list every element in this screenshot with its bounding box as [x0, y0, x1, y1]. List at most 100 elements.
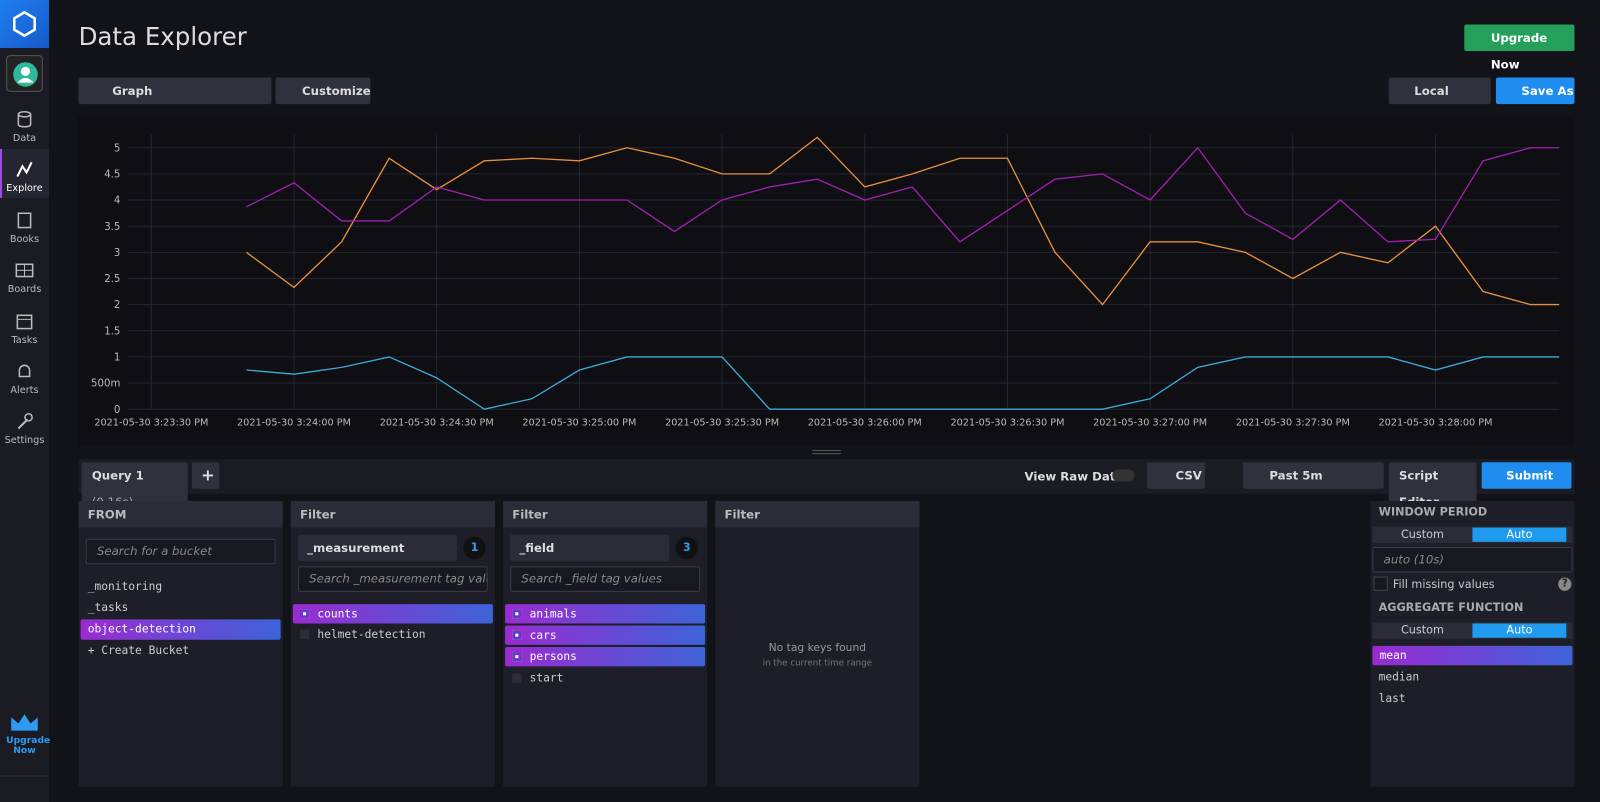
create-bucket[interactable]: + Create Bucket [87, 643, 190, 658]
checkbox [299, 629, 310, 639]
nav-item[interactable]: Data [0, 109, 49, 144]
submit-button[interactable]: Submit [1481, 462, 1572, 489]
timezone-dropdown[interactable]: Local [1388, 77, 1491, 105]
fill-label: Fill missing values [1392, 577, 1495, 591]
y-tick-label: 2 [114, 300, 120, 311]
crown-icon [11, 714, 38, 731]
avatar-icon [13, 62, 38, 87]
function-selected[interactable]: mean [1372, 645, 1573, 666]
y-tick-label: 4 [114, 196, 120, 207]
nav-item[interactable]: Tasks [0, 311, 49, 346]
tag-label: counts [317, 607, 358, 621]
upgrade-button[interactable]: Upgrade Now [1464, 24, 1575, 71]
filter-panel: Filter _measurement 1 Search _measuremen… [290, 501, 495, 787]
bucket-selected[interactable]: object-detection [80, 619, 281, 640]
tag-value-selected[interactable]: counts [292, 604, 493, 624]
function[interactable]: last [1378, 691, 1406, 706]
window-value[interactable]: auto (10s) [1372, 546, 1573, 573]
y-tick-label: 1 [114, 352, 120, 363]
x-tick-label: 2021-05-30 3:27:30 PM [1236, 418, 1350, 429]
x-tick-label: 2021-05-30 3:25:00 PM [522, 418, 636, 429]
checkbox [512, 609, 522, 619]
chart-bg [78, 116, 1575, 445]
y-tick-label: 2.5 [104, 274, 120, 285]
nav-icon [17, 413, 33, 430]
filter-title[interactable]: Filter [715, 501, 920, 528]
tag-label: animals [529, 607, 577, 621]
option-active[interactable]: Auto [1472, 623, 1567, 638]
filter-panel: Filter No tag keys found in the current … [715, 501, 920, 787]
tag-value-selected[interactable]: persons [505, 646, 706, 667]
aggregate-panel: WINDOW PERIOD Custom Auto auto (10s) Fill… [1370, 501, 1575, 787]
nav-label: Books [9, 233, 40, 245]
logo-icon [13, 10, 36, 38]
nav-item[interactable]: Alerts [0, 361, 49, 396]
checkbox [512, 630, 522, 640]
fill-checkbox[interactable] [1373, 576, 1388, 591]
nav-item[interactable]: Settings [0, 411, 49, 446]
empty-message: No tag keys found [768, 641, 867, 655]
bucket[interactable]: _tasks [87, 601, 129, 615]
customize-button[interactable]: Customize [275, 77, 371, 105]
nav-label: Boards [7, 283, 42, 295]
aggregate-toggle[interactable]: Custom Auto [1372, 622, 1573, 639]
tag-label: helmet-detection [317, 627, 426, 641]
checkbox [512, 673, 522, 683]
raw-toggle[interactable] [1112, 469, 1135, 482]
nav-label: Data [12, 132, 37, 144]
help-icon[interactable]: ? [1558, 577, 1572, 591]
x-tick-label: 2021-05-30 3:28:00 PM [1379, 418, 1493, 429]
bucket-search[interactable]: Search for a bucket [85, 538, 276, 565]
checkbox [512, 652, 522, 662]
series-line [246, 356, 1560, 410]
selected-count: 3 [675, 536, 698, 560]
value-search[interactable]: Search _field tag values [510, 566, 700, 592]
function[interactable]: median [1378, 670, 1420, 684]
window-toggle[interactable]: Custom Auto [1372, 526, 1573, 543]
view-type-dropdown[interactable]: Graph [78, 77, 272, 105]
key-dropdown[interactable]: _field [510, 534, 670, 562]
nav-label: Explore [6, 182, 43, 194]
tag-label: cars [529, 628, 557, 642]
value-search[interactable]: Search _measurement tag values [297, 566, 488, 592]
filter-title[interactable]: Filter [503, 501, 708, 528]
tag-value-selected[interactable]: animals [505, 604, 706, 624]
tag-value[interactable]: helmet-detection [299, 627, 426, 641]
nav-item[interactable]: Boards [0, 260, 49, 295]
filter-panel: Filter _field 3 Search _field tag values… [503, 501, 708, 787]
bucket[interactable]: _monitoring [87, 579, 163, 593]
nav-item[interactable]: Explore [0, 159, 49, 194]
option[interactable]: Custom [1400, 527, 1444, 541]
logo[interactable] [0, 0, 49, 48]
resize-handle[interactable] [812, 449, 841, 455]
sidebar-upgrade[interactable]: Upgrade Now [0, 712, 50, 756]
page-title: Data Explorer [78, 22, 247, 52]
tag-value[interactable]: start [512, 671, 563, 685]
x-tick-label: 2021-05-30 3:26:30 PM [950, 418, 1064, 429]
window-title: WINDOW PERIOD [1378, 505, 1488, 519]
filter-title[interactable]: Filter [290, 501, 495, 528]
key-dropdown[interactable]: _measurement [297, 534, 458, 562]
x-tick-label: 2021-05-30 3:24:00 PM [237, 418, 351, 429]
query-name: Query 1 [91, 468, 144, 483]
tag-label: persons [529, 649, 577, 664]
add-query[interactable]: + [191, 462, 220, 489]
avatar[interactable] [6, 55, 43, 92]
chart: 0 500m 1 1.5 2 2.5 3 3.5 4 4.5 5 2021-05-30 3:23:30… [78, 116, 1575, 445]
nav-item[interactable]: Books [0, 210, 49, 245]
save-as-button[interactable]: Save As [1495, 77, 1575, 105]
x-tick-label: 2021-05-30 3:25:30 PM [665, 418, 779, 429]
nav-icon [17, 110, 32, 128]
time-range-dropdown[interactable]: Past 5m [1242, 462, 1384, 489]
collapse[interactable] [0, 775, 49, 802]
option[interactable]: Custom [1400, 623, 1444, 637]
option-active[interactable]: Auto [1472, 527, 1567, 542]
x-tick-label: 2021-05-30 3:24:30 PM [380, 418, 494, 429]
nav-icon [16, 161, 33, 177]
y-tick-label: 5 [114, 143, 120, 154]
empty-sub: in the current time range [762, 658, 872, 669]
y-tick-label: 4.5 [104, 169, 120, 180]
csv-button[interactable]: CSV [1146, 462, 1206, 489]
tag-value-selected[interactable]: cars [505, 625, 706, 645]
